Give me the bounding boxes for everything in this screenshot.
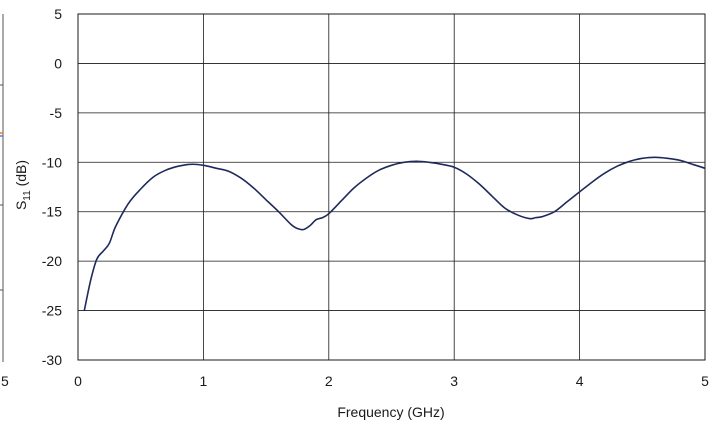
x-tick-label: 0 [74, 373, 82, 389]
plot-frame [77, 13, 706, 361]
y-tick-labels: 5 0 -5 -10 -15 -20 -25 -30 [42, 6, 62, 368]
y-tick-label: 5 [54, 6, 62, 22]
y-tick-label: -30 [42, 352, 62, 368]
y-tick-label: -15 [42, 204, 62, 220]
x-tick-label: 3 [450, 373, 458, 389]
y-axis-title: S11 (dB) [13, 160, 33, 210]
x-tick-labels: 0 1 2 3 4 5 [74, 373, 709, 389]
y-tick-label: -10 [42, 154, 62, 170]
y-axis-title-rest: (dB) [13, 160, 29, 190]
grid [77, 13, 706, 361]
y-tick-label: 0 [54, 55, 62, 71]
cropped-neighbor-chart: 5 [0, 14, 9, 389]
x-tick-label: 5 [701, 373, 709, 389]
y-tick-label: -25 [42, 303, 62, 319]
x-axis-title: Frequency (GHz) [337, 404, 444, 420]
x-tick-label: 2 [325, 373, 333, 389]
y-axis-title-sub: 11 [22, 190, 33, 201]
y-tick-label: -20 [42, 253, 62, 269]
x-tick-label: 1 [200, 373, 208, 389]
s11-series-line [83, 156, 706, 311]
x-tick-label: 4 [576, 373, 584, 389]
y-axis-title-base: S [13, 201, 29, 210]
y-tick-label: -5 [50, 105, 63, 121]
neighbor-x-tick-label: 5 [1, 373, 9, 389]
